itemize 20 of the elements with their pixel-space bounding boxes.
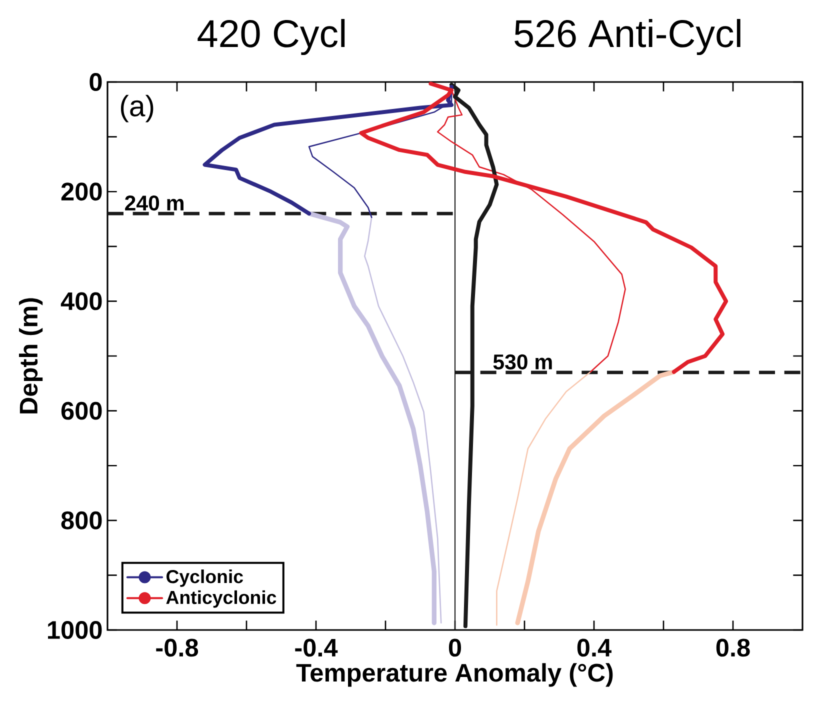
x-tick-label: -0.8 — [156, 638, 198, 657]
chart-subtitle: 526 Anti-Cycl — [514, 18, 740, 56]
y-tick-label: 800 — [61, 511, 102, 530]
y-tick-label: 0 — [90, 73, 102, 91]
x-tick-label: 0.4 — [577, 638, 612, 657]
legend-label: Cyclonic — [166, 570, 243, 587]
y-tick-label: 600 — [61, 402, 102, 420]
ref-line-label: 530 m — [493, 354, 552, 370]
legend-label: Anticyclonic — [166, 590, 276, 608]
x-axis-title: Temperature Anomaly (°C) — [296, 663, 613, 687]
annotation: (a) — [120, 94, 154, 122]
ref-line-label: 240 m — [125, 195, 184, 211]
x-tick-label: 0.8 — [716, 638, 750, 657]
x-tick-label: -0.4 — [295, 638, 338, 657]
x-tick-label: 0 — [448, 638, 461, 657]
y-axis-title: Depth (m) — [18, 298, 43, 414]
y-tick-label: 200 — [61, 182, 102, 201]
chart-title: 420 Cycl — [198, 18, 345, 56]
y-tick-label: 400 — [60, 292, 102, 310]
y-tick-label: 1000 — [48, 621, 102, 639]
